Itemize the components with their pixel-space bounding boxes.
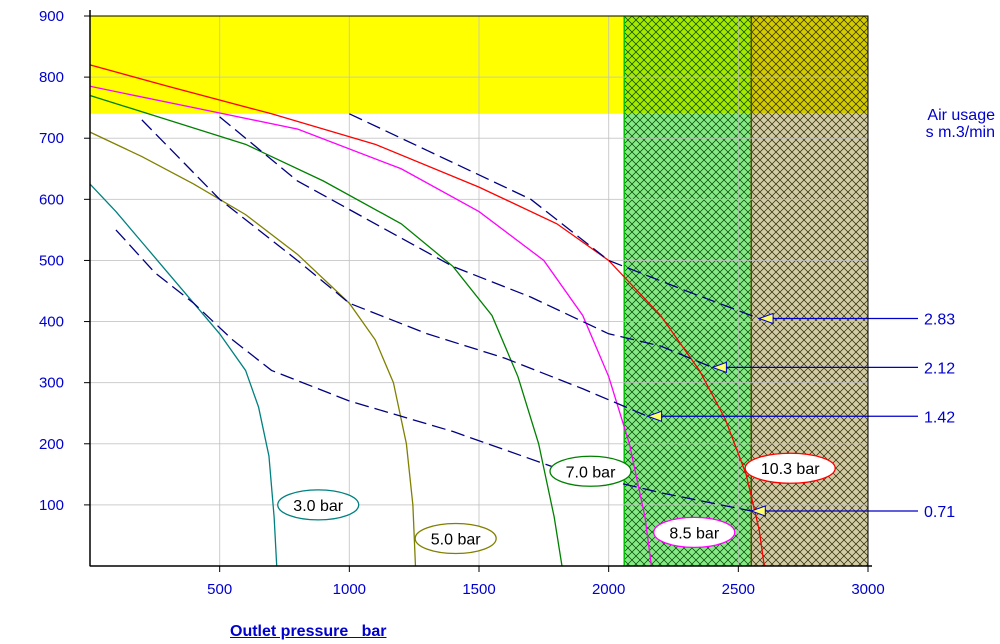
air-usage-arrow-0.71 [749,505,766,517]
region-tint-2 [624,113,752,567]
series-line-5-0-bar [89,131,417,567]
air-usage-arrow-1.42 [646,410,663,422]
x-axis-title: Outlet pressure bar [230,623,387,640]
air-usage-line-2.83 [349,113,760,320]
regions-layer [90,16,868,567]
y-axis-title-line-0: Air usage [927,107,995,124]
region-hatch-1 [624,16,752,114]
series-layer [89,64,765,567]
curve-label-8-5-bar: 8.5 bar [669,525,719,542]
curve-label-layer: 3.0 bar 5.0 bar 7.0 bar 8.5 bar 10.3 bar [277,452,836,555]
air-usage-line-1.42 [141,119,648,417]
curve-label-bg-2 [549,455,632,487]
x-tick-label-1000: 1000 [333,581,366,598]
axis-layer: 100 200 300 400 500 600 700 800 900 500 1000 1500 20… [39,8,995,598]
curve-label-5-0-bar: 5.0 bar [431,532,481,549]
y-tick-label-600: 600 [39,191,64,208]
y-tick-label-300: 300 [39,375,64,392]
curve-label-bg-3 [653,516,736,549]
air-usage-value-0.71: 0.71 [924,504,955,521]
curve-label-10-3-bar: 10.3 bar [761,461,820,478]
air-usage-arrow-2.12 [710,361,727,374]
y-tick-label-100: 100 [39,497,64,514]
curve-label-bg-0 [277,489,360,521]
series-line-8-5-bar [89,85,653,567]
series-line-7-0-bar [89,94,563,567]
curve-label-bg-4 [744,452,836,484]
y-tick-label-700: 700 [39,130,64,147]
curve-label-bg-1 [414,522,497,555]
x-tick-label-500: 500 [207,581,232,598]
region-hatch-3 [751,16,868,114]
region-tint-3 [751,16,868,114]
region-tint-1 [624,16,752,114]
air-usage-line-2.12 [219,116,713,368]
region-hatch-2 [624,113,752,567]
y-tick-label-400: 400 [39,314,64,331]
air-usage-value-2.83: 2.83 [924,312,955,329]
y-tick-label-200: 200 [39,436,64,453]
region-0 [90,16,625,114]
x-tick-label-1500: 1500 [462,581,495,598]
series-line-10-3-bar [89,64,765,567]
air-usage-arrow-2.83 [757,312,774,325]
curve-label-3-0-bar: 3.0 bar [293,498,343,515]
y-tick-label-500: 500 [39,252,64,269]
x-tick-label-2500: 2500 [722,581,755,598]
y-tick-label-800: 800 [39,69,64,86]
air-usage-value-2.12: 2.12 [924,360,955,377]
region-hatch-4 [751,113,868,567]
y-axis-title-line-1: s m.3/min [926,124,995,141]
air-usage-value-1.42: 1.42 [924,409,955,426]
curve-label-7-0-bar: 7.0 bar [566,464,616,481]
x-tick-label-2000: 2000 [592,581,625,598]
air-usage-layer: 2.83 2.12 1.42 0.71 [115,113,955,521]
region-tint-4 [751,113,868,567]
y-tick-label-900: 900 [39,8,64,25]
x-tick-label-3000: 3000 [851,581,884,598]
series-line-3-0-bar [89,183,278,567]
